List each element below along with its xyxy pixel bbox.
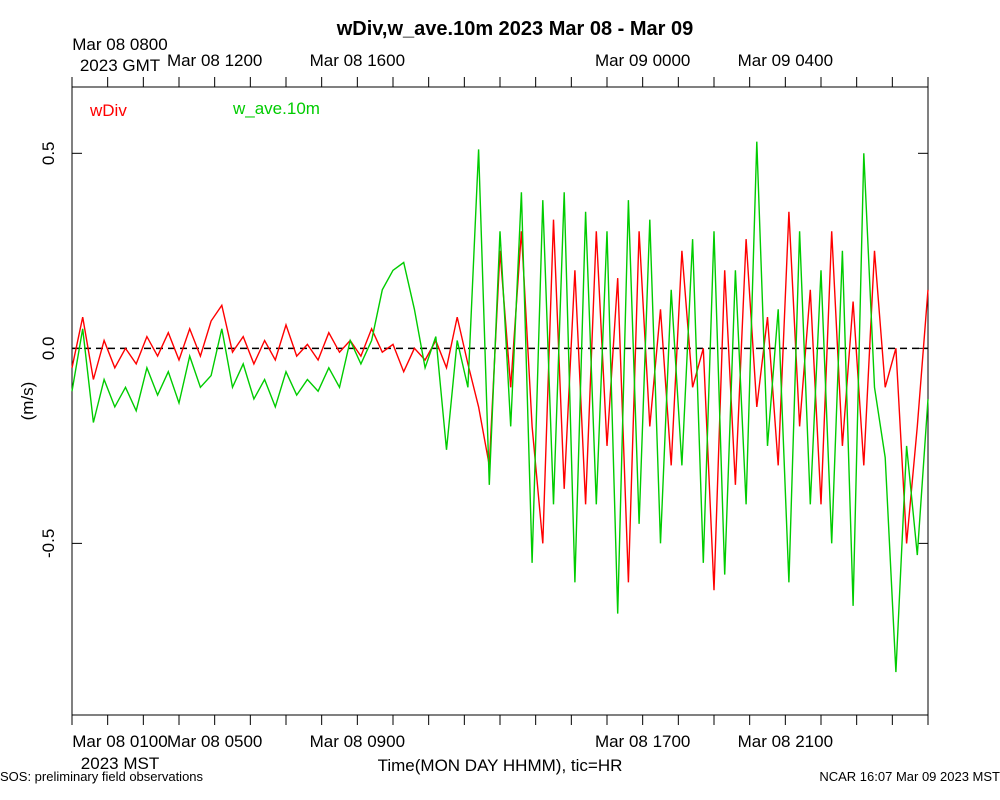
bottom-axis-first-label: 2023 MST: [81, 754, 159, 773]
top-axis-label: Mar 08 1600: [310, 51, 405, 70]
bottom-axis-label: Mar 08 1700: [595, 732, 690, 751]
chart-title: wDiv,w_ave.10m 2023 Mar 08 - Mar 09: [336, 18, 694, 40]
bottom-axis-first-label: Mar 08 0100: [72, 732, 167, 751]
y-tick-label: -0.5: [39, 529, 58, 558]
top-axis-first-label: Mar 08 0800: [72, 35, 167, 54]
legend-w-ave-10m: w_ave.10m: [232, 99, 320, 118]
top-axis-label: Mar 08 1200: [167, 51, 262, 70]
y-tick-label: 0.5: [39, 141, 58, 165]
series-line-w-ave-10m: [71, 141, 929, 673]
y-axis-label: (m/s): [18, 382, 37, 421]
axis-ticks: [71, 77, 929, 725]
bottom-axis-label: Mar 08 2100: [738, 732, 833, 751]
footer-left: SOS: preliminary field observations: [0, 769, 204, 784]
series-line-wdiv: [71, 211, 929, 591]
series-group: [71, 141, 929, 673]
x-axis-label: Time(MON DAY HHMM), tic=HR: [378, 756, 623, 775]
legend-wdiv: wDiv: [89, 101, 127, 120]
bottom-axis-label: Mar 08 0500: [167, 732, 262, 751]
y-tick-label: 0.0: [39, 337, 58, 361]
plot-frame: [71, 86, 929, 716]
axis-tick-labels: 0.5 0.0 -0.5 Mar 08 0800 2023 GMT Mar 08 1200…: [39, 35, 833, 773]
bottom-axis-label: Mar 08 0900: [310, 732, 405, 751]
top-axis-label: Mar 09 0400: [738, 51, 833, 70]
footer-right: NCAR 16:07 Mar 09 2023 MST: [819, 769, 1000, 784]
top-axis-first-label: 2023 GMT: [80, 56, 160, 75]
top-axis-label: Mar 09 0000: [595, 51, 690, 70]
